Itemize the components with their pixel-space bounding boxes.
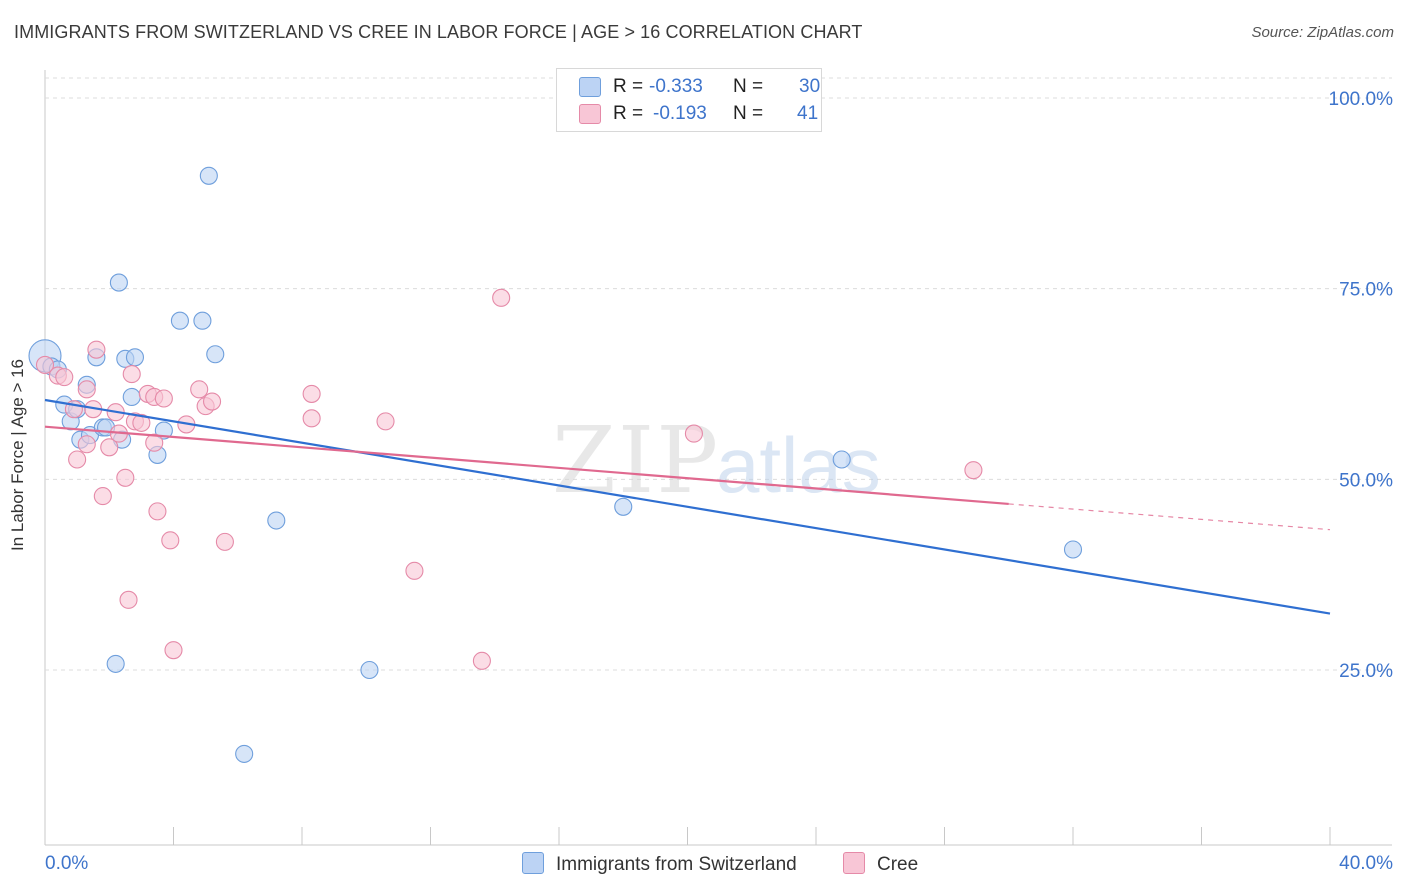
data-point-cree [148, 502, 167, 521]
legend-r-label: R = [613, 76, 644, 97]
data-point-cree [161, 531, 180, 550]
x-tick-label: 40.0% [1339, 853, 1393, 874]
data-point-cree [55, 368, 74, 387]
data-point-cree [77, 380, 96, 399]
data-point-cree [302, 384, 321, 403]
data-point-switzerland [125, 348, 144, 367]
data-point-switzerland [832, 450, 851, 469]
data-point-cree [122, 365, 141, 384]
data-point-cree [492, 288, 511, 307]
legend-r-value-switzerland: -0.333 [649, 76, 703, 97]
data-point-cree [376, 412, 395, 431]
chart-title: IMMIGRANTS FROM SWITZERLAND VS CREE IN L… [14, 22, 863, 42]
data-point-cree [68, 450, 87, 469]
y-axis-label: In Labor Force | Age > 16 [8, 358, 27, 552]
data-point-cree [77, 435, 96, 454]
source-label: Source: ZipAtlas.com [1251, 24, 1394, 41]
data-point-cree [164, 641, 183, 660]
bottom-legend-swatch-pink [843, 852, 865, 874]
legend-swatch-pink [579, 104, 601, 124]
data-point-cree [964, 461, 983, 480]
legend-n-label: N = [733, 103, 764, 124]
trend-line-cree-extension [1008, 503, 1331, 531]
data-point-cree [684, 424, 703, 443]
data-point-switzerland [199, 166, 218, 185]
watermark-atlas: atlas [716, 421, 881, 509]
data-point-switzerland [106, 654, 125, 673]
watermark-zip: ZIP [552, 407, 720, 514]
data-point-switzerland [235, 744, 254, 763]
y-tick-label: 50.0% [1339, 470, 1393, 491]
data-point-switzerland [170, 311, 189, 330]
data-point-switzerland [109, 273, 128, 292]
data-point-switzerland [206, 345, 225, 364]
correlation-legend: R = -0.333 N = 30 R = -0.193 N = 41 [556, 68, 822, 132]
x-tick-label: 0.0% [45, 853, 88, 874]
bottom-legend-switzerland: Immigrants from Switzerland [522, 852, 797, 876]
data-point-cree [472, 651, 491, 670]
legend-n-value-cree: 41 [797, 103, 819, 124]
data-point-cree [203, 392, 222, 411]
data-point-cree [302, 409, 321, 428]
data-point-cree [116, 468, 135, 487]
y-tick-label: 25.0% [1339, 661, 1393, 682]
bottom-legend-swatch-blue [522, 852, 544, 874]
data-point-cree [100, 438, 119, 457]
data-point-switzerland [154, 421, 173, 440]
trend-line-cree [44, 425, 1009, 506]
data-point-cree [93, 487, 112, 506]
y-tick-label: 75.0% [1339, 280, 1393, 301]
legend-r-label: R = [613, 103, 644, 124]
data-point-switzerland [267, 511, 286, 530]
data-point-cree [215, 532, 234, 551]
data-point-switzerland [1063, 540, 1083, 559]
data-point-switzerland [614, 497, 633, 516]
legend-n-value-switzerland: 30 [799, 76, 821, 97]
data-point-cree [119, 590, 138, 609]
data-point-cree [87, 340, 106, 359]
bottom-legend-label-cree: Cree [877, 854, 919, 875]
legend-r-value-cree: -0.193 [653, 103, 707, 124]
y-tick-label: 100.0% [1329, 89, 1394, 110]
bottom-legend-cree: Cree [843, 852, 918, 876]
data-point-switzerland [360, 660, 379, 680]
legend-n-label: N = [733, 76, 764, 97]
data-point-cree [154, 389, 173, 408]
data-point-cree [35, 355, 55, 374]
bottom-legend-label-switzerland: Immigrants from Switzerland [556, 854, 797, 875]
data-point-cree [145, 433, 164, 452]
data-point-cree [405, 561, 424, 580]
data-point-cree [190, 380, 209, 399]
data-point-switzerland [193, 311, 212, 330]
data-point-switzerland [122, 387, 141, 407]
data-point-cree [132, 413, 151, 432]
legend-swatch-blue [579, 77, 601, 97]
trend-line-switzerland [44, 398, 1331, 615]
